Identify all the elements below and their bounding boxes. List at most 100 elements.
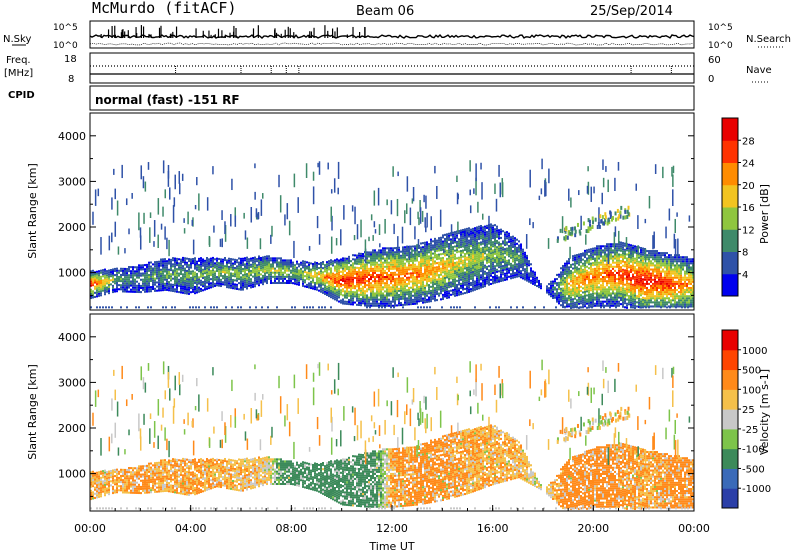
- power-cell: [446, 242, 448, 244]
- power-cell: [370, 286, 372, 288]
- power-cell: [236, 265, 238, 267]
- power-cell: [194, 280, 196, 282]
- power-cell: [318, 267, 320, 269]
- power-cell: [610, 292, 612, 294]
- power-cell: [306, 267, 308, 269]
- power-cell: [422, 246, 424, 248]
- power-cell: [152, 276, 154, 278]
- power-cell: [614, 286, 616, 288]
- power-cell: [430, 269, 432, 271]
- power-cell: [442, 284, 444, 286]
- power-cell: [390, 249, 392, 251]
- power-cell: [588, 296, 590, 298]
- power-cell: [476, 255, 478, 257]
- power-cell: [470, 245, 472, 247]
- power-cell: [368, 256, 370, 258]
- power-cell: [478, 287, 480, 289]
- power-cell: [586, 251, 588, 253]
- power-cell: [482, 241, 484, 243]
- power-cell: [548, 291, 550, 293]
- power-cell: [272, 259, 274, 261]
- power-cell: [184, 259, 186, 261]
- power-cell: [456, 233, 458, 235]
- power-cell: [534, 272, 536, 274]
- power-cell: [596, 249, 598, 251]
- power-cell: [592, 268, 594, 270]
- power-cell: [272, 261, 274, 263]
- power-cell: [526, 263, 528, 265]
- power-cell: [394, 290, 396, 292]
- power-cell: [262, 258, 264, 260]
- power-cell: [530, 274, 532, 276]
- power-cell: [510, 255, 512, 257]
- power-cell: [146, 280, 148, 282]
- power-cell: [568, 287, 570, 289]
- power-cell: [180, 263, 182, 265]
- power-cell: [488, 257, 490, 259]
- power-cell: [376, 280, 378, 282]
- power-cell: [404, 302, 406, 304]
- power-cell: [610, 299, 612, 301]
- power-cell: [466, 257, 468, 259]
- power-cell: [246, 285, 248, 287]
- power-cell: [622, 275, 624, 277]
- power-cell: [450, 255, 452, 257]
- power-cell: [424, 285, 426, 287]
- power-cell: [148, 286, 150, 288]
- power-cell: [566, 262, 568, 264]
- power-cell: [522, 261, 524, 263]
- power-cell: [422, 281, 424, 283]
- power-cell: [558, 286, 560, 288]
- power-cell: [370, 258, 372, 260]
- power-cell: [562, 292, 564, 294]
- power-cell: [508, 247, 510, 249]
- power-cell: [440, 288, 442, 290]
- power-cell: [190, 291, 192, 293]
- power-cell: [482, 280, 484, 282]
- power-cell: [420, 267, 422, 269]
- power-cell: [560, 284, 562, 286]
- power-cell: [208, 269, 210, 271]
- power-cell: [192, 287, 194, 289]
- power-cell: [430, 263, 432, 265]
- power-cell: [320, 289, 322, 291]
- power-cell: [362, 278, 364, 280]
- power-cell: [406, 297, 408, 299]
- power-cell: [104, 279, 106, 281]
- power-cell: [512, 238, 514, 240]
- power-cell: [186, 282, 188, 284]
- power-cell: [220, 283, 222, 285]
- power-cell: [144, 274, 146, 276]
- power-cell: [494, 267, 496, 269]
- power-cell: [160, 277, 162, 279]
- power-cell: [480, 227, 482, 229]
- power-cell: [578, 286, 580, 288]
- power-cell: [462, 266, 464, 268]
- power-cell: [480, 225, 482, 227]
- power-cell: [200, 259, 202, 261]
- power-cell: [126, 272, 128, 274]
- power-cell: [350, 293, 352, 295]
- power-cell: [396, 263, 398, 265]
- power-cell: [186, 264, 188, 266]
- power-cell: [422, 287, 424, 289]
- power-cell: [430, 253, 432, 255]
- power-cell: [226, 270, 228, 272]
- power-cell: [384, 253, 386, 255]
- power-cell: [428, 288, 430, 290]
- power-cell: [596, 297, 598, 299]
- power-cell: [424, 273, 426, 275]
- power-cell: [344, 276, 346, 278]
- power-cell: [598, 274, 600, 276]
- power-cell: [554, 280, 556, 282]
- power-cell: [470, 241, 472, 243]
- power-cell: [420, 281, 422, 283]
- power-cell: [398, 298, 400, 300]
- power-cell: [154, 273, 156, 275]
- power-cell: [400, 259, 402, 261]
- power-cell: [476, 284, 478, 286]
- power-cell: [524, 276, 526, 278]
- power-cell: [624, 251, 626, 253]
- power-cell: [98, 287, 100, 289]
- power-cell: [620, 291, 622, 293]
